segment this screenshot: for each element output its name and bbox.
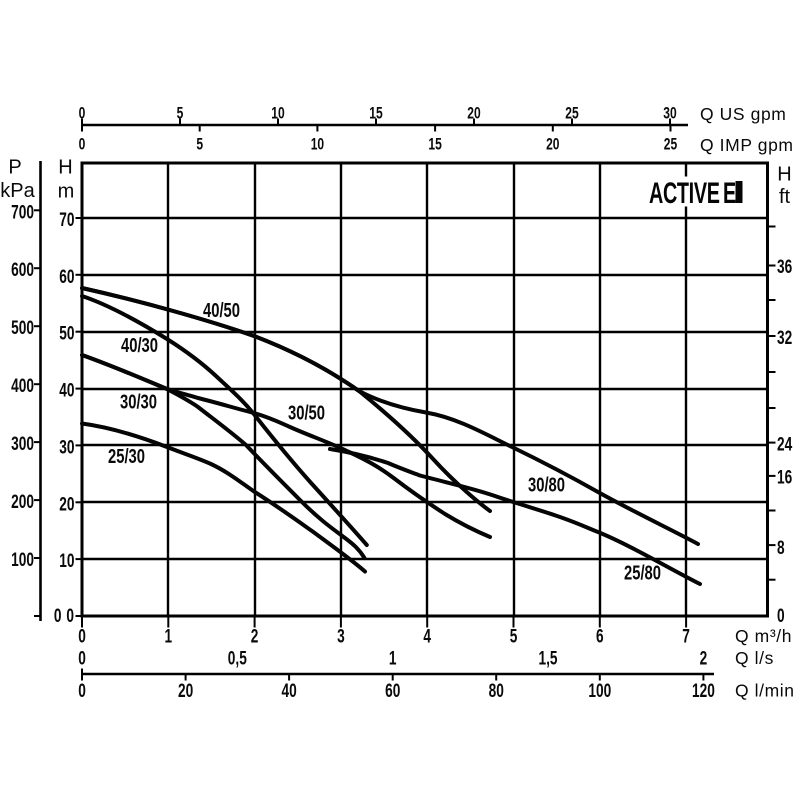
svg-text:6: 6 bbox=[596, 625, 604, 647]
svg-text:15: 15 bbox=[369, 105, 382, 123]
svg-text:40: 40 bbox=[281, 680, 296, 702]
svg-text:30: 30 bbox=[59, 436, 74, 458]
svg-text:20: 20 bbox=[546, 136, 559, 154]
svg-text:80: 80 bbox=[489, 680, 504, 702]
svg-text:10: 10 bbox=[311, 136, 324, 154]
svg-text:0: 0 bbox=[777, 605, 785, 627]
svg-text:50: 50 bbox=[59, 322, 74, 344]
svg-text:70: 70 bbox=[59, 209, 74, 231]
svg-text:20: 20 bbox=[59, 493, 74, 515]
svg-text:Q IMP gpm: Q IMP gpm bbox=[700, 135, 794, 155]
svg-text:H: H bbox=[58, 157, 72, 179]
svg-text:16: 16 bbox=[777, 466, 792, 488]
svg-text:1: 1 bbox=[389, 647, 397, 669]
svg-text:1: 1 bbox=[164, 625, 172, 647]
svg-text:Q m³/h: Q m³/h bbox=[735, 626, 792, 646]
svg-text:24: 24 bbox=[777, 433, 793, 455]
svg-text:15: 15 bbox=[428, 136, 441, 154]
svg-text:36: 36 bbox=[777, 256, 792, 278]
svg-text:ACTIVE: ACTIVE bbox=[649, 177, 720, 210]
svg-text:0: 0 bbox=[78, 647, 86, 669]
svg-text:20: 20 bbox=[178, 680, 193, 702]
svg-text:0: 0 bbox=[78, 680, 86, 702]
svg-text:60: 60 bbox=[385, 680, 400, 702]
svg-text:30/30: 30/30 bbox=[120, 390, 157, 413]
svg-text:E: E bbox=[723, 177, 736, 210]
svg-text:5: 5 bbox=[177, 105, 184, 123]
svg-text:7: 7 bbox=[682, 625, 690, 647]
svg-text:30: 30 bbox=[663, 105, 676, 123]
svg-text:20: 20 bbox=[467, 105, 480, 123]
svg-text:300: 300 bbox=[11, 433, 34, 455]
svg-text:P: P bbox=[8, 157, 21, 179]
svg-text:m: m bbox=[58, 181, 75, 203]
svg-text:10: 10 bbox=[271, 105, 284, 123]
svg-text:2: 2 bbox=[251, 625, 259, 647]
svg-text:500: 500 bbox=[11, 317, 34, 339]
svg-text:4: 4 bbox=[423, 625, 431, 647]
svg-text:Q l/s: Q l/s bbox=[735, 648, 774, 668]
svg-text:0: 0 bbox=[78, 625, 86, 647]
svg-text:0: 0 bbox=[79, 105, 86, 123]
svg-text:2: 2 bbox=[700, 647, 708, 669]
svg-text:0: 0 bbox=[79, 136, 86, 154]
svg-text:0: 0 bbox=[54, 605, 62, 627]
svg-text:0,5: 0,5 bbox=[228, 647, 247, 669]
svg-text:Q US gpm: Q US gpm bbox=[700, 104, 787, 124]
svg-text:Q l/min: Q l/min bbox=[735, 681, 795, 701]
svg-text:10: 10 bbox=[59, 550, 74, 572]
svg-text:40/50: 40/50 bbox=[203, 299, 240, 322]
svg-text:25: 25 bbox=[565, 105, 578, 123]
svg-text:0: 0 bbox=[66, 605, 74, 627]
svg-text:5: 5 bbox=[510, 625, 518, 647]
svg-text:100: 100 bbox=[11, 549, 34, 571]
svg-text:25: 25 bbox=[664, 136, 677, 154]
svg-text:60: 60 bbox=[59, 266, 74, 288]
svg-text:120: 120 bbox=[692, 680, 715, 702]
svg-text:600: 600 bbox=[11, 259, 34, 281]
svg-text:40/30: 40/30 bbox=[121, 334, 158, 357]
svg-text:400: 400 bbox=[11, 375, 34, 397]
svg-text:700: 700 bbox=[11, 201, 34, 223]
svg-text:32: 32 bbox=[777, 327, 792, 349]
svg-text:200: 200 bbox=[11, 491, 34, 513]
svg-text:40: 40 bbox=[59, 379, 74, 401]
svg-text:25/30: 25/30 bbox=[108, 445, 145, 468]
svg-text:25/80: 25/80 bbox=[624, 561, 661, 584]
svg-text:kPa: kPa bbox=[0, 180, 35, 202]
svg-text:1,5: 1,5 bbox=[538, 647, 557, 669]
svg-text:ft: ft bbox=[779, 186, 791, 208]
svg-text:100: 100 bbox=[588, 680, 611, 702]
svg-text:H: H bbox=[777, 164, 791, 186]
svg-text:30/50: 30/50 bbox=[288, 401, 325, 424]
svg-text:3: 3 bbox=[337, 625, 345, 647]
svg-text:8: 8 bbox=[777, 537, 785, 559]
svg-text:5: 5 bbox=[196, 136, 203, 154]
svg-text:30/80: 30/80 bbox=[528, 473, 565, 496]
